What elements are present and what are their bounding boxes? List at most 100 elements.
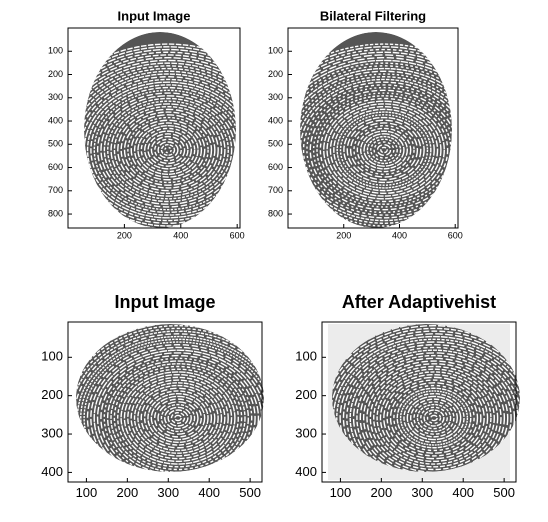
y-tick-label: 200 bbox=[295, 387, 317, 402]
x-tick-label: 100 bbox=[76, 485, 98, 500]
ridge bbox=[363, 133, 405, 167]
ridge bbox=[130, 119, 206, 181]
y-tick-label: 600 bbox=[268, 162, 283, 172]
ridge bbox=[120, 371, 236, 465]
ridge bbox=[106, 360, 250, 472]
ridge bbox=[153, 398, 203, 438]
ridge bbox=[150, 395, 206, 441]
fingerprint-image bbox=[328, 324, 520, 480]
ridge bbox=[84, 65, 236, 228]
y-tick-label: 300 bbox=[41, 425, 63, 440]
ridge bbox=[380, 146, 388, 154]
y-tick-label: 600 bbox=[48, 162, 63, 172]
ridge bbox=[90, 346, 264, 472]
ridge bbox=[84, 62, 236, 228]
ridge bbox=[309, 89, 452, 211]
axes-box bbox=[67, 27, 241, 229]
ridge bbox=[399, 390, 469, 446]
x-tick-label: 600 bbox=[448, 230, 463, 240]
y-tick-label: 700 bbox=[48, 185, 63, 195]
y-tick-label: 500 bbox=[268, 139, 283, 149]
ridge bbox=[409, 398, 459, 438]
fingerprint-image bbox=[300, 32, 452, 228]
ridge bbox=[339, 341, 520, 472]
y-tick-label: 300 bbox=[295, 425, 317, 440]
x-tick-label: 300 bbox=[411, 485, 433, 500]
ridge bbox=[359, 130, 409, 170]
ridges bbox=[76, 324, 264, 472]
ridge bbox=[420, 406, 448, 430]
ridge bbox=[84, 67, 236, 228]
ridge bbox=[107, 100, 229, 200]
ridge bbox=[389, 382, 479, 454]
ridge bbox=[300, 73, 452, 227]
ridges bbox=[332, 324, 520, 472]
fingerprint-image bbox=[76, 324, 264, 472]
x-tick-label: 600 bbox=[230, 230, 245, 240]
ridge bbox=[164, 146, 172, 154]
ridge bbox=[300, 78, 452, 222]
x-tick-label: 200 bbox=[336, 230, 351, 240]
ridge bbox=[140, 127, 196, 173]
x-tick-label: 400 bbox=[452, 485, 474, 500]
y-tick-label: 800 bbox=[268, 208, 283, 218]
x-tick-label: 300 bbox=[157, 485, 179, 500]
ridge bbox=[130, 379, 226, 457]
ridge bbox=[93, 89, 236, 211]
ridge bbox=[329, 105, 439, 195]
ridge bbox=[137, 124, 199, 176]
y-tick-label: 400 bbox=[41, 464, 63, 479]
ridge bbox=[300, 76, 452, 224]
y-tick-label: 200 bbox=[268, 69, 283, 79]
ridge bbox=[379, 373, 489, 463]
ridge bbox=[312, 92, 452, 208]
ridge bbox=[396, 387, 472, 449]
y-tick-label: 100 bbox=[48, 46, 63, 56]
ridge bbox=[147, 392, 209, 444]
ridge bbox=[157, 141, 179, 159]
ridge bbox=[113, 365, 243, 471]
ridges bbox=[300, 32, 452, 228]
ridge bbox=[167, 409, 189, 427]
ridge bbox=[147, 133, 189, 167]
x-tick-label: 200 bbox=[117, 230, 132, 240]
y-tick-label: 100 bbox=[41, 349, 63, 364]
ridge bbox=[150, 135, 186, 165]
ridge bbox=[430, 414, 438, 422]
ridge bbox=[332, 324, 520, 472]
x-tick-label: 400 bbox=[392, 230, 407, 240]
ridge bbox=[349, 122, 419, 178]
x-tick-label: 200 bbox=[370, 485, 392, 500]
ridge bbox=[300, 56, 452, 228]
ridge bbox=[133, 122, 203, 178]
ridge bbox=[120, 111, 216, 189]
y-tick-label: 500 bbox=[48, 139, 63, 149]
y-tick-label: 400 bbox=[295, 464, 317, 479]
ridge bbox=[376, 371, 492, 465]
ridge bbox=[76, 327, 264, 472]
ridge bbox=[302, 84, 452, 216]
y-tick-label: 300 bbox=[268, 92, 283, 102]
ridge bbox=[76, 333, 264, 472]
ridge bbox=[84, 56, 236, 228]
ridge bbox=[157, 401, 199, 435]
x-tick-label: 400 bbox=[198, 485, 220, 500]
axes-box bbox=[287, 27, 459, 229]
ridge bbox=[76, 324, 264, 472]
ridge bbox=[343, 116, 425, 184]
ridge bbox=[143, 390, 213, 446]
ridge bbox=[423, 409, 445, 427]
ridge bbox=[336, 111, 432, 189]
y-tick-label: 800 bbox=[48, 208, 63, 218]
ridge bbox=[96, 92, 236, 208]
y-tick-label: 100 bbox=[268, 46, 283, 56]
ridge bbox=[174, 414, 182, 422]
axes-box bbox=[321, 321, 517, 483]
y-tick-label: 200 bbox=[48, 69, 63, 79]
fingerprint-image bbox=[84, 32, 236, 228]
ridge bbox=[373, 141, 395, 159]
panel-title: After Adaptivehist bbox=[342, 292, 496, 312]
y-tick-label: 200 bbox=[41, 387, 63, 402]
